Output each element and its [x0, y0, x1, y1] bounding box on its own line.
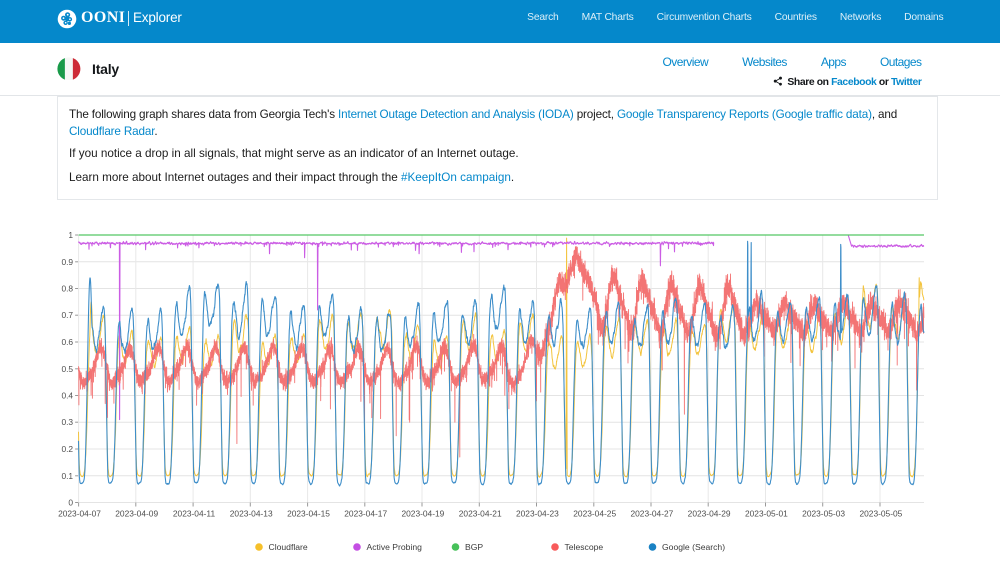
svg-text:0.7: 0.7	[61, 310, 73, 320]
svg-text:2023-04-19: 2023-04-19	[401, 508, 444, 518]
svg-text:0.9: 0.9	[61, 257, 73, 267]
svg-text:1: 1	[68, 230, 73, 240]
svg-text:2023-04-15: 2023-04-15	[287, 508, 330, 518]
svg-text:0.3: 0.3	[61, 417, 73, 427]
svg-text:0.6: 0.6	[61, 337, 73, 347]
svg-text:Cloudflare: Cloudflare	[269, 542, 308, 552]
svg-text:2023-04-23: 2023-04-23	[516, 508, 559, 518]
svg-text:2023-04-29: 2023-04-29	[688, 508, 731, 518]
svg-text:0.8: 0.8	[61, 284, 73, 294]
svg-text:2023-04-11: 2023-04-11	[173, 508, 216, 518]
svg-text:Active Probing: Active Probing	[367, 542, 423, 552]
svg-text:0.2: 0.2	[61, 444, 73, 454]
svg-text:2023-04-13: 2023-04-13	[230, 508, 273, 518]
svg-text:2023-05-03: 2023-05-03	[802, 508, 845, 518]
svg-text:0.4: 0.4	[61, 391, 73, 401]
svg-text:2023-04-09: 2023-04-09	[115, 508, 158, 518]
svg-text:2023-04-17: 2023-04-17	[344, 508, 387, 518]
svg-text:2023-05-05: 2023-05-05	[859, 508, 902, 518]
svg-text:0.5: 0.5	[61, 364, 73, 374]
svg-text:2023-05-01: 2023-05-01	[745, 508, 788, 518]
svg-text:0.1: 0.1	[61, 471, 73, 481]
svg-text:Telescope: Telescope	[565, 542, 604, 552]
svg-text:2023-04-07: 2023-04-07	[58, 508, 101, 518]
svg-text:Google (Search): Google (Search)	[662, 542, 725, 552]
svg-text:0: 0	[68, 498, 73, 508]
svg-text:BGP: BGP	[465, 542, 483, 552]
svg-text:2023-04-25: 2023-04-25	[573, 508, 616, 518]
svg-text:2023-04-21: 2023-04-21	[459, 508, 502, 518]
svg-text:2023-04-27: 2023-04-27	[630, 508, 673, 518]
